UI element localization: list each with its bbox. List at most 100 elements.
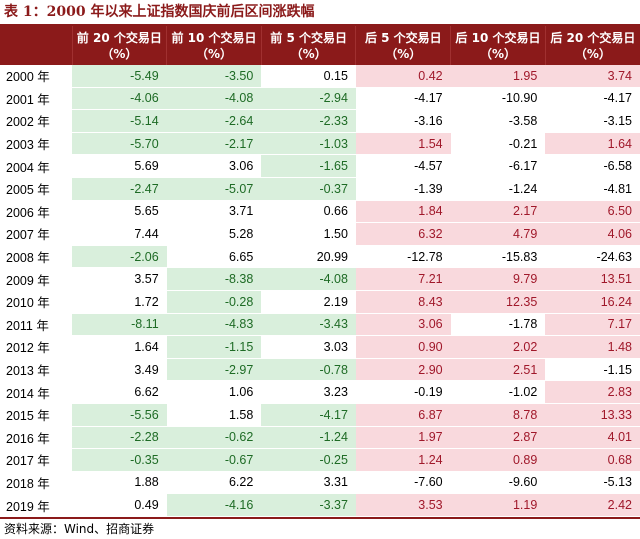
table-row: 2016 年 -2.28 -0.62 -1.24 1.97 2.87 4.01	[0, 426, 640, 450]
table-row: 2015 年 -5.56 1.58 -4.17 6.87 8.78 13.33	[0, 403, 640, 427]
value-cell-post-5: -12.78	[355, 245, 451, 269]
year-cell: 2018 年	[0, 471, 72, 495]
year-cell: 2005 年	[0, 177, 72, 201]
value-cell-post-20: 1.64	[545, 132, 640, 156]
value-cell-post-10: -10.90	[450, 87, 546, 111]
table-row: 2000 年 -5.49 -3.50 0.15 0.42 1.95 3.74	[0, 65, 640, 88]
value-cell-post-10: 0.89	[450, 448, 546, 472]
value-cell-pre-20: 6.62	[72, 380, 167, 404]
header-pre-20: 前 20 个交易日（%）	[72, 26, 168, 65]
value-cell-pre-10: 5.28	[166, 222, 262, 246]
value-cell-post-5: 6.32	[355, 222, 451, 246]
table-row: 2008 年 -2.06 6.65 20.99 -12.78 -15.83 -24.63	[0, 245, 640, 269]
value-cell-post-10: 4.79	[450, 222, 546, 246]
value-cell-pre-5: -0.78	[261, 358, 356, 382]
value-cell-post-20: -4.81	[545, 177, 640, 201]
value-cell-post-5: -3.16	[355, 109, 451, 133]
value-cell-pre-20: -5.70	[72, 132, 167, 156]
year-cell: 2001 年	[0, 87, 72, 111]
value-cell-post-5: 1.97	[355, 426, 451, 450]
value-cell-pre-20: -5.56	[72, 403, 167, 427]
value-cell-pre-10: 1.06	[166, 380, 262, 404]
year-cell: 2015 年	[0, 403, 72, 427]
value-cell-pre-5: 2.19	[261, 290, 356, 314]
table-title: 表 1：2000 年以来上证指数国庆前后区间涨跌幅	[0, 0, 640, 26]
value-cell-post-5: -4.17	[355, 87, 451, 111]
value-cell-pre-10: -3.50	[166, 65, 262, 88]
year-cell: 2012 年	[0, 335, 72, 359]
value-cell-pre-20: -2.47	[72, 177, 167, 201]
value-cell-pre-20: -0.35	[72, 448, 167, 472]
value-cell-pre-20: 3.57	[72, 267, 167, 291]
value-cell-pre-20: 3.49	[72, 358, 167, 382]
value-cell-pre-20: 1.64	[72, 335, 167, 359]
value-cell-pre-20: -2.06	[72, 245, 167, 269]
value-cell-post-20: 4.01	[545, 426, 640, 450]
value-cell-post-10: -9.60	[450, 471, 546, 495]
value-cell-post-20: 3.74	[545, 65, 640, 88]
value-cell-pre-10: -4.16	[166, 493, 262, 517]
value-cell-pre-10: 1.58	[166, 403, 262, 427]
value-cell-post-20: 0.68	[545, 448, 640, 472]
value-cell-post-5: 3.06	[355, 313, 451, 337]
header-post-5: 后 5 个交易日（%）	[355, 26, 452, 65]
value-cell-post-20: -5.13	[545, 471, 640, 495]
value-cell-pre-20: -2.28	[72, 426, 167, 450]
value-cell-post-10: 9.79	[450, 267, 546, 291]
value-cell-pre-20: 0.49	[72, 493, 167, 517]
value-cell-pre-10: 6.22	[166, 471, 262, 495]
value-cell-pre-5: 3.03	[261, 335, 356, 359]
table-row: 2001 年 -4.06 -4.08 -2.94 -4.17 -10.90 -4.17	[0, 87, 640, 111]
table-row: 2012 年 1.64 -1.15 3.03 0.90 2.02 1.48	[0, 335, 640, 359]
value-cell-pre-5: -4.17	[261, 403, 356, 427]
header-post-10: 后 10 个交易日（%）	[450, 26, 546, 65]
value-cell-pre-5: 20.99	[261, 245, 356, 269]
value-cell-post-20: -24.63	[545, 245, 640, 269]
value-cell-post-5: -1.39	[355, 177, 451, 201]
value-cell-pre-5: 0.15	[261, 65, 356, 88]
year-cell: 2006 年	[0, 200, 72, 224]
value-cell-post-5: -0.19	[355, 380, 451, 404]
value-cell-pre-20: -8.11	[72, 313, 167, 337]
value-cell-post-20: 13.33	[545, 403, 640, 427]
year-cell: 2000 年	[0, 65, 72, 88]
value-cell-pre-10: 6.65	[166, 245, 262, 269]
table-row: 2006 年 5.65 3.71 0.66 1.84 2.17 6.50	[0, 200, 640, 224]
table-row: 2011 年 -8.11 -4.83 -3.43 3.06 -1.78 7.17	[0, 313, 640, 337]
value-cell-post-5: 3.53	[355, 493, 451, 517]
year-cell: 2011 年	[0, 313, 72, 337]
value-cell-post-5: 8.43	[355, 290, 451, 314]
value-cell-pre-20: 7.44	[72, 222, 167, 246]
value-cell-post-5: 0.42	[355, 65, 451, 88]
value-cell-post-20: 16.24	[545, 290, 640, 314]
value-cell-pre-5: -3.37	[261, 493, 356, 517]
value-cell-pre-5: -1.65	[261, 154, 356, 178]
value-cell-pre-20: -4.06	[72, 87, 167, 111]
value-cell-post-10: 1.19	[450, 493, 546, 517]
year-cell: 2019 年	[0, 493, 72, 517]
header-row: 前 20 个交易日（%） 前 10 个交易日（%） 前 5 个交易日（%） 后 …	[0, 26, 640, 65]
value-cell-post-20: 1.48	[545, 335, 640, 359]
value-cell-pre-5: -0.25	[261, 448, 356, 472]
value-cell-post-10: 2.17	[450, 200, 546, 224]
value-cell-pre-20: -5.49	[72, 65, 167, 88]
value-cell-post-10: -1.24	[450, 177, 546, 201]
value-cell-pre-20: 5.69	[72, 154, 167, 178]
table-row: 2007 年 7.44 5.28 1.50 6.32 4.79 4.06	[0, 222, 640, 246]
header-pre-5: 前 5 个交易日（%）	[261, 26, 357, 65]
table-row: 2004 年 5.69 3.06 -1.65 -4.57 -6.17 -6.58	[0, 154, 640, 178]
table-row: 2013 年 3.49 -2.97 -0.78 2.90 2.51 -1.15	[0, 358, 640, 382]
value-cell-pre-5: -2.33	[261, 109, 356, 133]
value-cell-pre-10: -8.38	[166, 267, 262, 291]
value-cell-pre-5: -3.43	[261, 313, 356, 337]
value-cell-pre-5: 0.66	[261, 200, 356, 224]
value-cell-post-5: 6.87	[355, 403, 451, 427]
value-cell-pre-5: -4.08	[261, 267, 356, 291]
table-row: 2019 年 0.49 -4.16 -3.37 3.53 1.19 2.42	[0, 493, 640, 517]
year-cell: 2003 年	[0, 132, 72, 156]
year-cell: 2007 年	[0, 222, 72, 246]
value-cell-post-20: 13.51	[545, 267, 640, 291]
value-cell-pre-5: 3.31	[261, 471, 356, 495]
value-cell-post-10: -3.58	[450, 109, 546, 133]
table-row: 2002 年 -5.14 -2.64 -2.33 -3.16 -3.58 -3.15	[0, 109, 640, 133]
